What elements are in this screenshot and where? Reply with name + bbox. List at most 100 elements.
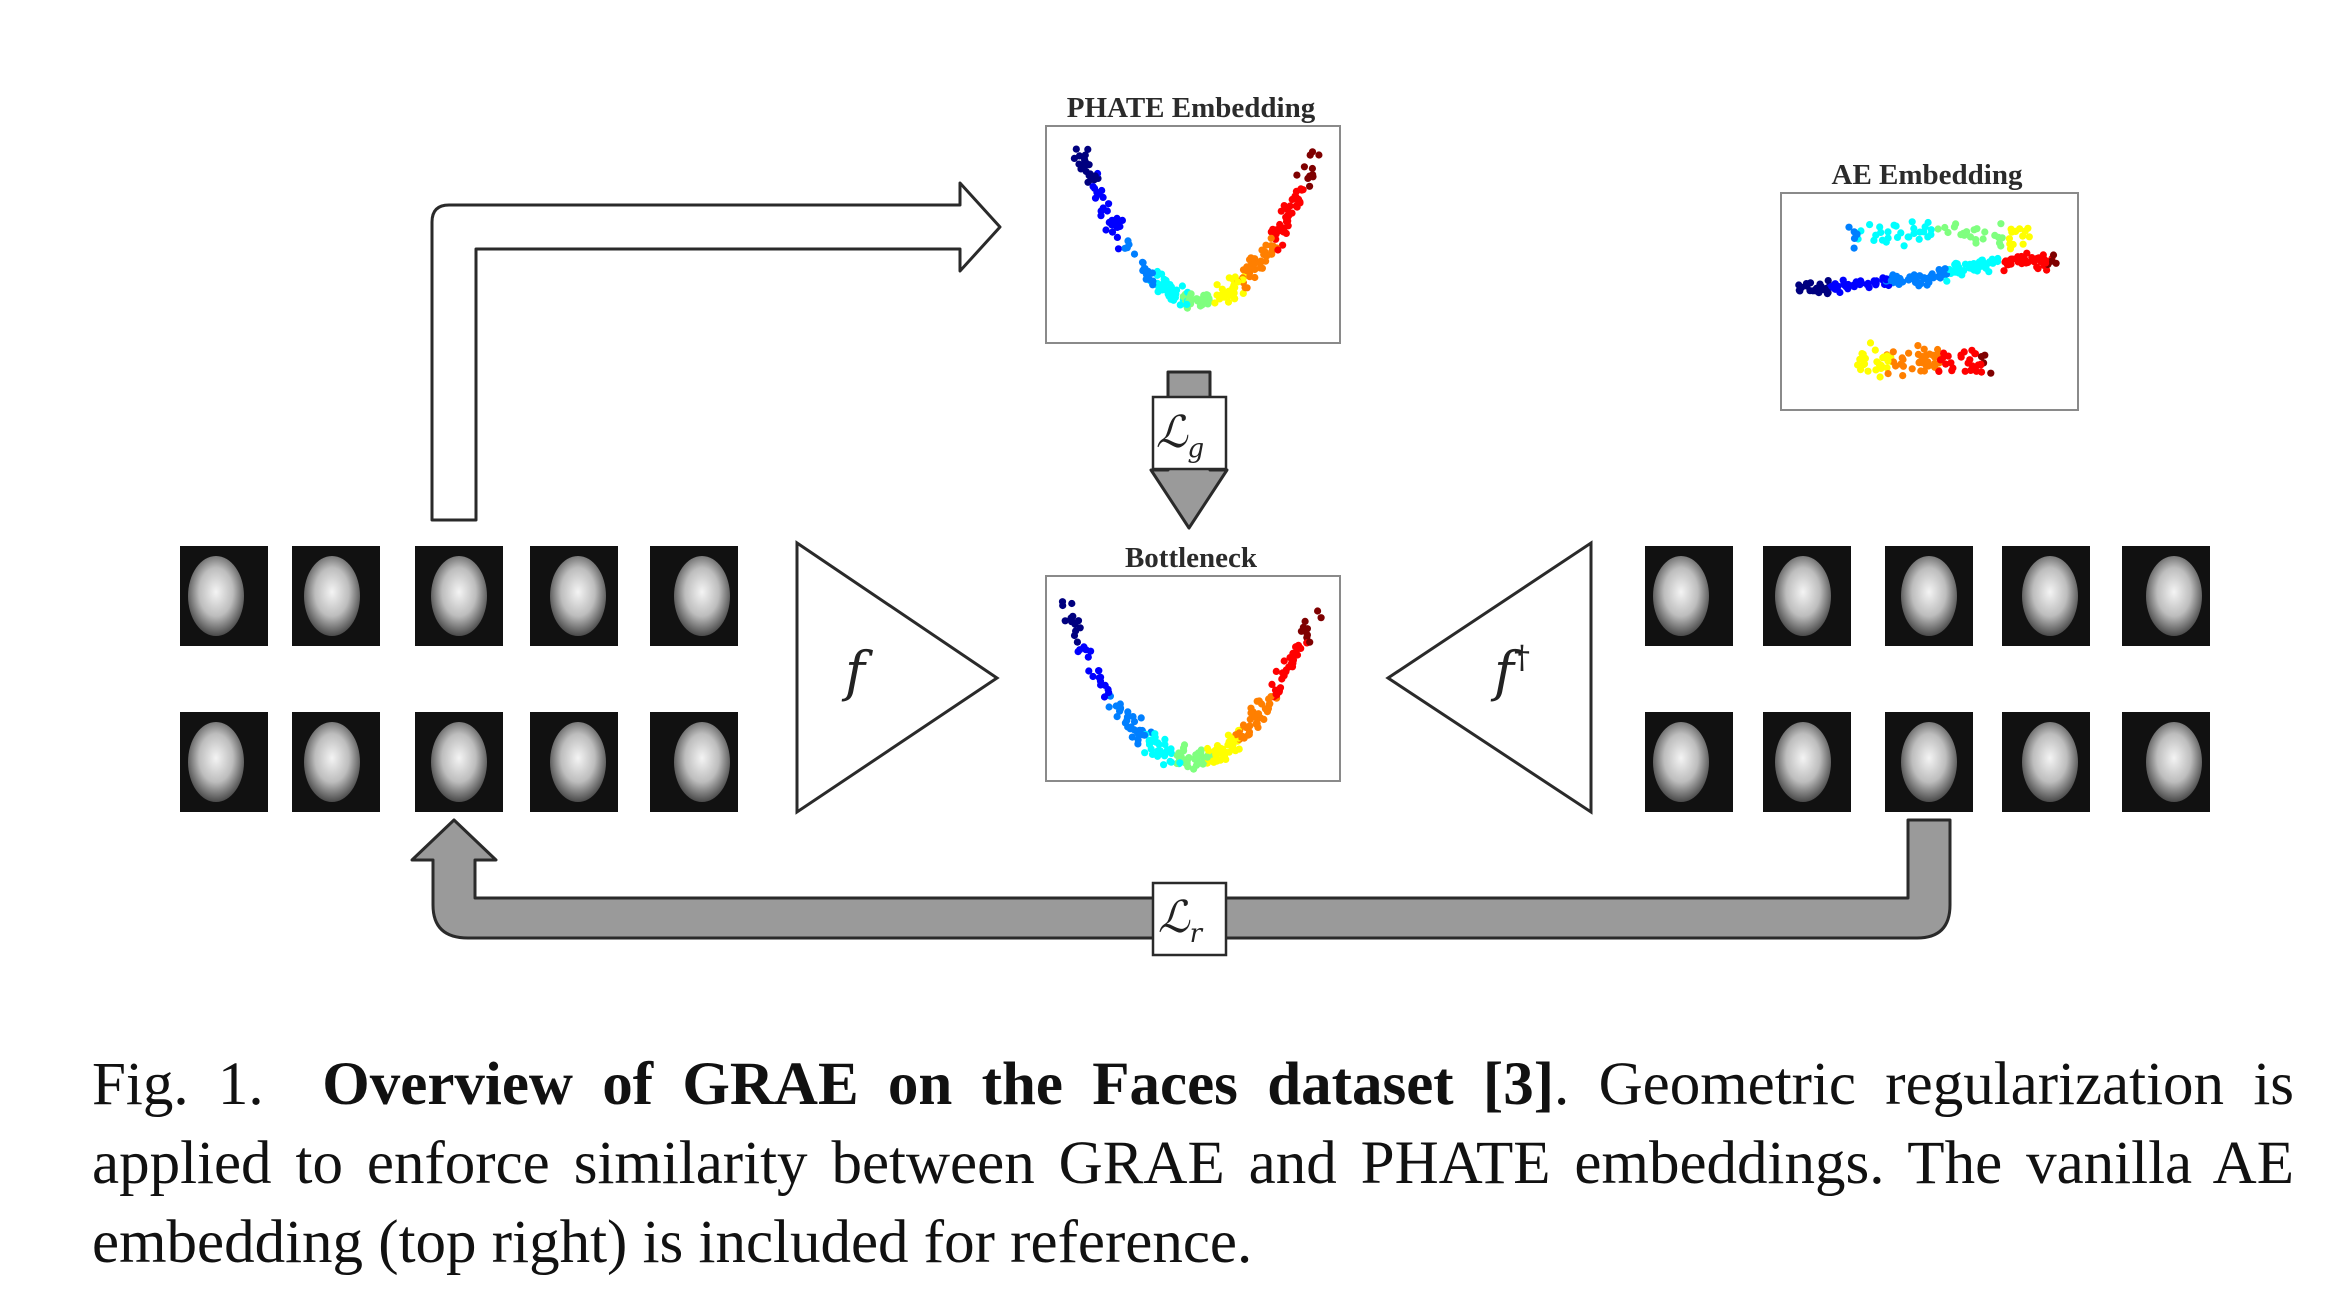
scatter-point — [1900, 242, 1908, 250]
scatter-point — [1914, 342, 1922, 350]
scatter-point — [1979, 235, 1987, 243]
scatter-point — [1293, 651, 1302, 659]
scatter-point — [1272, 667, 1280, 676]
scatter-point — [1183, 759, 1191, 767]
face-shape — [1775, 722, 1831, 802]
scatter-point — [1212, 751, 1220, 760]
scatter-point — [1089, 672, 1097, 681]
scatter-point — [1080, 643, 1088, 651]
scatter-point — [1260, 715, 1268, 724]
scatter-point — [1878, 236, 1887, 244]
scatter-point — [1137, 714, 1145, 722]
scatter-point — [1186, 292, 1194, 300]
scatter-point — [1275, 686, 1283, 694]
scatter-point — [2049, 251, 2058, 259]
scatter-point — [1096, 677, 1105, 685]
scatter-point — [1824, 277, 1832, 285]
scatter-point — [1256, 259, 1264, 267]
scatter-point — [1258, 246, 1266, 254]
reconstruction-loss-label: ℒr — [1158, 892, 1204, 949]
scatter-point — [1875, 360, 1883, 368]
scatter-point — [1145, 275, 1153, 284]
scatter-point — [1286, 202, 1294, 210]
scatter-point — [1227, 734, 1235, 742]
scatter-point — [1124, 708, 1132, 716]
face-shape — [188, 556, 244, 636]
scatter-point — [1090, 176, 1098, 184]
face-shape — [304, 722, 360, 802]
geometric-loss-label: ℒg — [1156, 407, 1204, 464]
scatter-point — [1850, 283, 1858, 291]
scatter-point — [1977, 360, 1985, 368]
scatter-point — [1997, 220, 2005, 228]
scatter-point — [1306, 638, 1314, 646]
scatter-point — [1293, 645, 1302, 653]
scatter-point — [1890, 221, 1898, 229]
scatter-point — [1908, 218, 1916, 226]
scatter-point — [1217, 744, 1225, 753]
scatter-point — [1940, 270, 1948, 278]
scatter-point — [1280, 657, 1288, 665]
grae-overview-diagram: PHATE Embedding AE Embedding Bottleneck … — [180, 92, 2210, 957]
scatter-point — [1199, 760, 1207, 768]
scatter-point — [1991, 231, 1999, 239]
reconstruction-loss-subscript: r — [1190, 919, 1204, 949]
scatter-point — [1147, 745, 1155, 753]
scatter-point — [1961, 367, 1969, 375]
reconstruction-arrow — [410, 818, 1952, 940]
scatter-point — [1947, 359, 1955, 367]
scatter-point — [1084, 145, 1092, 153]
scatter-point — [1306, 151, 1314, 159]
scatter-point — [1183, 300, 1191, 308]
scatter-point — [1105, 688, 1113, 697]
scatter-point — [1908, 365, 1916, 373]
scatter-point — [2023, 249, 2031, 257]
scatter-point — [2024, 258, 2032, 267]
scatter-point — [1128, 733, 1136, 741]
scatter-point — [1309, 173, 1317, 181]
scatter-point — [1105, 703, 1113, 711]
scatter-point — [1239, 289, 1247, 297]
scatter-point — [1151, 730, 1159, 738]
scatter-point — [1977, 353, 1986, 361]
scatter-point — [1866, 221, 1874, 229]
scatter-point — [1828, 282, 1836, 290]
scatter-point — [1167, 745, 1175, 753]
input-faces — [180, 546, 738, 812]
scatter-point — [1167, 295, 1175, 303]
phate-arrow — [430, 181, 1002, 522]
scatter-point — [1876, 223, 1884, 231]
scatter-point — [1225, 287, 1233, 295]
scatter-point — [1224, 298, 1233, 306]
scatter-point — [1282, 668, 1290, 676]
scatter-point — [1279, 241, 1287, 249]
scatter-point — [1075, 160, 1083, 168]
scatter-point — [1293, 171, 1301, 179]
scatter-point — [1989, 259, 1997, 267]
scatter-point — [1968, 346, 1976, 354]
scatter-point — [1972, 367, 1980, 375]
scatter-point — [1300, 163, 1308, 171]
face-shape — [431, 556, 487, 636]
scatter-point — [1089, 183, 1097, 191]
scatter-point — [1185, 754, 1193, 762]
scatter-point — [1246, 256, 1254, 264]
scatter-point — [1073, 638, 1081, 646]
scatter-point — [1941, 265, 1949, 273]
scatter-point — [1924, 218, 1932, 227]
face-shape — [2022, 722, 2078, 802]
scatter-point — [1254, 710, 1263, 718]
phate-panel — [1045, 125, 1341, 344]
scatter-point — [1306, 182, 1314, 190]
scatter-point — [1169, 286, 1177, 294]
scatter-point — [1154, 752, 1162, 760]
scatter-point — [1118, 216, 1126, 224]
scatter-point — [1126, 725, 1134, 733]
scatter-point — [1876, 373, 1884, 381]
scatter-point — [1081, 151, 1089, 159]
scatter-point — [1141, 265, 1149, 273]
scatter-point — [1072, 145, 1080, 153]
scatter-point — [1155, 740, 1163, 749]
scatter-point — [1864, 367, 1872, 375]
scatter-point — [1114, 245, 1123, 253]
